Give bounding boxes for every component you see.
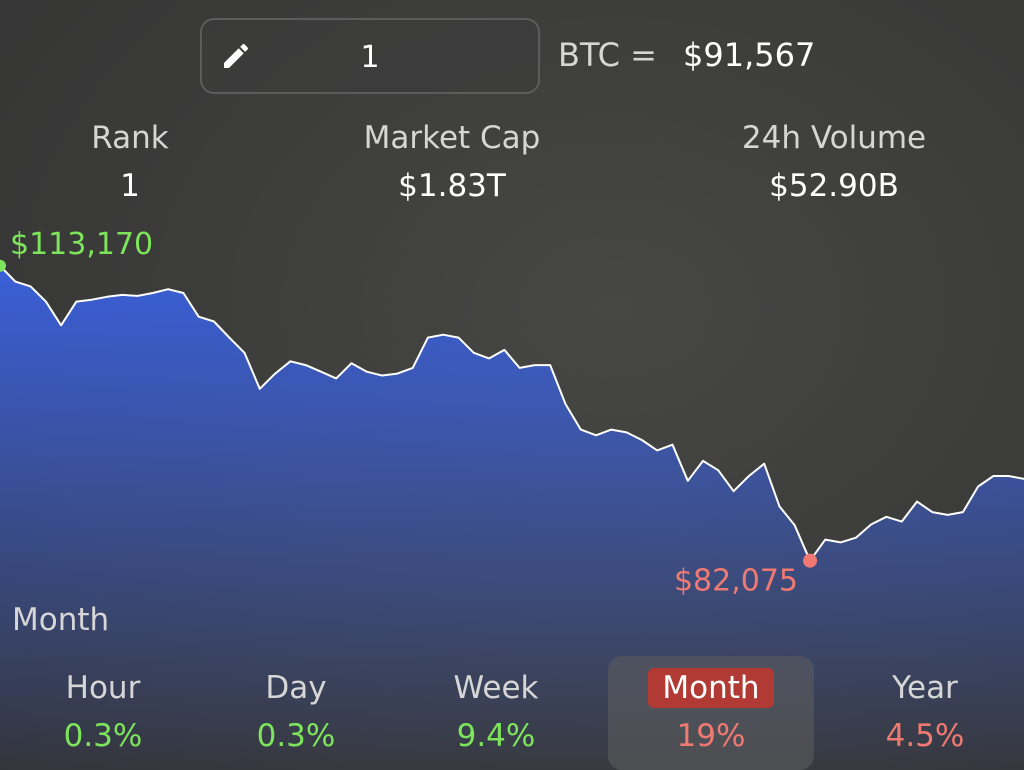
stat-value: $1.83T xyxy=(398,168,506,204)
amount: 1 xyxy=(360,40,380,75)
period-tab[interactable]: Hour 0.3% xyxy=(0,656,206,770)
symbol: BTC = xyxy=(558,36,657,74)
period-name: Week xyxy=(453,670,539,706)
period-label: Month xyxy=(12,602,110,638)
stat: 24h Volume $52.90B xyxy=(684,120,984,204)
stat: Market Cap $1.83T xyxy=(302,120,602,204)
stat: Rank 1 xyxy=(0,120,280,204)
high-label: $113,170 xyxy=(10,227,153,262)
low-point xyxy=(803,553,818,568)
edit-icon xyxy=(224,43,249,68)
period-name: Hour xyxy=(65,670,141,706)
price: $91,567 xyxy=(683,36,816,74)
period-tab[interactable]: Month 19% xyxy=(608,656,814,770)
period-change: 0.3% xyxy=(63,718,143,754)
period-name: Month xyxy=(648,668,774,708)
period-change: 4.5% xyxy=(885,718,965,754)
period-change: 19% xyxy=(676,718,746,754)
period-name: Day xyxy=(265,670,327,706)
period-tab[interactable]: Day 0.3% xyxy=(193,656,399,770)
stat-value: $52.90B xyxy=(769,168,899,204)
period-name: Year xyxy=(892,670,958,706)
period-tab[interactable]: Week 9.4% xyxy=(393,656,599,770)
period-tab[interactable]: Year 4.5% xyxy=(822,656,1024,770)
area-fill xyxy=(0,265,1024,770)
stat-value: 1 xyxy=(120,168,140,204)
stat-label: Market Cap xyxy=(363,120,541,156)
low-label: $82,075 xyxy=(674,564,798,599)
stat-label: 24h Volume xyxy=(741,120,927,156)
amount-input[interactable]: 1 xyxy=(200,18,540,94)
period-change: 0.3% xyxy=(256,718,336,754)
high-point xyxy=(0,259,6,272)
stat-label: Rank xyxy=(91,120,169,156)
period-change: 9.4% xyxy=(456,718,536,754)
price-line xyxy=(0,265,1024,562)
